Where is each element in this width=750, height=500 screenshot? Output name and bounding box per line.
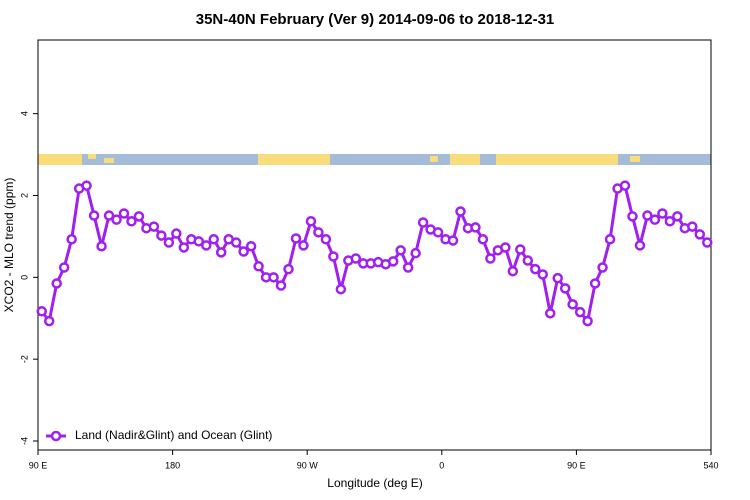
data-point — [537, 269, 548, 280]
land-ocean-strip — [38, 154, 711, 165]
data-point — [402, 262, 414, 273]
legend-label: Land (Nadir&Glint) and Ocean (Glint) — [75, 428, 272, 442]
y-tick-label: 2 — [19, 193, 29, 198]
data-point — [470, 222, 481, 233]
x-tick-label: 0 — [439, 460, 444, 470]
x-tick-label: 90 E — [567, 460, 586, 470]
data-point — [447, 235, 459, 246]
data-point — [201, 240, 212, 251]
data-point — [253, 261, 264, 272]
data-point — [574, 306, 586, 318]
data-point — [500, 242, 511, 253]
y-tick-label: -2 — [19, 355, 29, 363]
data-point — [43, 315, 55, 327]
data-point — [582, 315, 593, 327]
y-axis-label: XCO2 - MLO trend (ppm) — [2, 178, 16, 313]
data-point — [619, 180, 631, 191]
data-point — [507, 265, 519, 277]
data-point — [51, 278, 62, 289]
data-point — [88, 210, 100, 221]
data-point — [694, 229, 706, 240]
data-point — [597, 262, 608, 273]
data-point — [589, 278, 601, 289]
data-point — [477, 234, 489, 245]
data-point — [672, 211, 683, 222]
data-point — [208, 234, 219, 245]
data-point — [657, 208, 668, 219]
data-point — [245, 240, 257, 252]
y-tick-label: 4 — [19, 111, 29, 116]
data-point — [544, 308, 556, 319]
data-point — [290, 233, 302, 244]
data-point — [193, 236, 205, 247]
data-point — [96, 240, 107, 252]
chart-title: 35N-40N February (Ver 9) 2014-09-06 to 2… — [196, 11, 555, 28]
data-point — [298, 240, 309, 251]
data-point — [156, 230, 167, 241]
data-point — [66, 234, 77, 245]
data-point — [163, 237, 175, 248]
data-point — [103, 210, 115, 221]
data-point — [649, 214, 661, 225]
data-point — [664, 216, 676, 227]
data-point — [455, 206, 466, 217]
data-point — [515, 244, 526, 255]
data-point — [485, 253, 496, 264]
data-point — [530, 263, 541, 275]
x-tick-label: 180 — [165, 460, 180, 470]
data-point — [559, 283, 571, 294]
data-point — [171, 228, 182, 239]
data-point — [395, 245, 406, 256]
data-point — [522, 255, 534, 266]
data-point — [627, 211, 638, 222]
x-tick-label: 90 E — [29, 460, 48, 470]
data-point — [604, 234, 616, 245]
data-point — [118, 208, 130, 219]
data-point — [432, 227, 444, 238]
data-point — [335, 283, 347, 295]
data-point — [417, 217, 429, 228]
data-point — [215, 247, 227, 258]
x-axis-label: Longitude (deg E) — [327, 476, 422, 490]
data-point — [350, 253, 362, 264]
data-point — [148, 221, 160, 232]
data-point — [275, 280, 287, 291]
data-point — [634, 240, 646, 251]
data-point — [387, 256, 399, 267]
data-point — [552, 272, 563, 284]
data-point — [642, 210, 653, 221]
series-line — [40, 183, 709, 325]
data-point — [126, 216, 137, 227]
data-point — [178, 242, 190, 253]
data-point — [702, 237, 713, 248]
data-point — [320, 234, 332, 245]
data-point — [58, 262, 70, 273]
y-tick-label: -4 — [19, 437, 29, 445]
x-tick-label: 90 W — [297, 460, 319, 470]
data-point — [328, 251, 339, 262]
data-point — [238, 246, 249, 257]
legend-marker — [50, 430, 62, 442]
data-point — [36, 306, 47, 317]
data-point — [687, 221, 698, 232]
data-point — [313, 227, 324, 238]
data-point — [230, 237, 242, 248]
data-point — [305, 216, 317, 227]
data-point — [567, 299, 578, 310]
data-point — [111, 214, 122, 225]
x-tick-label: 540 — [703, 460, 718, 470]
data-point — [81, 180, 92, 191]
data-point — [268, 272, 279, 283]
data-point — [410, 247, 421, 259]
y-tick-label: 0 — [19, 275, 29, 280]
data-point — [283, 263, 294, 275]
data-point — [133, 211, 145, 222]
